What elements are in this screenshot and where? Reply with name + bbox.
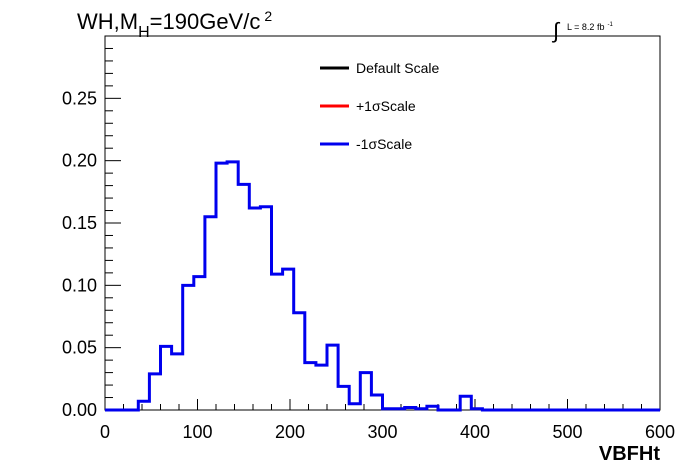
- title-subscript: H: [138, 24, 150, 41]
- x-tick-label: 600: [645, 422, 675, 442]
- series-line-0: [105, 160, 660, 412]
- x-tick-label: 0: [100, 422, 110, 442]
- y-tick-label: 0.15: [62, 213, 97, 233]
- x-tick-label: 200: [275, 422, 305, 442]
- title-main: WH,M: [77, 9, 138, 34]
- chart-title: WH,MH=190GeV/c 2: [77, 8, 272, 41]
- integral-symbol: ∫: [551, 18, 561, 43]
- title-superscript: 2: [264, 8, 272, 24]
- y-tick-label: 0.20: [62, 151, 97, 171]
- x-tick-label: 300: [367, 422, 397, 442]
- legend: Default Scale +1σScale -1σScale: [320, 60, 439, 152]
- legend-label: Default Scale: [356, 60, 439, 76]
- y-tick-label: 0.05: [62, 338, 97, 358]
- plot-frame: [104, 35, 661, 411]
- y-tick-label: 0.00: [62, 400, 97, 420]
- y-tick-label: 0.25: [62, 88, 97, 108]
- lumi-superscript: -1: [607, 22, 613, 28]
- legend-label: -1σScale: [356, 136, 412, 152]
- x-tick-label: 400: [460, 422, 490, 442]
- series-layer: [105, 160, 660, 412]
- x-tick-label: 500: [552, 422, 582, 442]
- lumi-label: L = 8.2 fb -1: [567, 22, 613, 32]
- x-tick-label: 100: [182, 422, 212, 442]
- title-rest: =190GeV/c: [150, 9, 261, 34]
- legend-label: +1σScale: [356, 98, 416, 114]
- axes: 0.00 0.05 0.10 0.15 0.20 0.25 0 100 200 300 400 500…: [62, 35, 675, 442]
- lumi-text: L = 8.2 fb: [567, 22, 604, 32]
- y-tick-label: 0.10: [62, 275, 97, 295]
- x-axis-label: VBFHt: [599, 443, 660, 465]
